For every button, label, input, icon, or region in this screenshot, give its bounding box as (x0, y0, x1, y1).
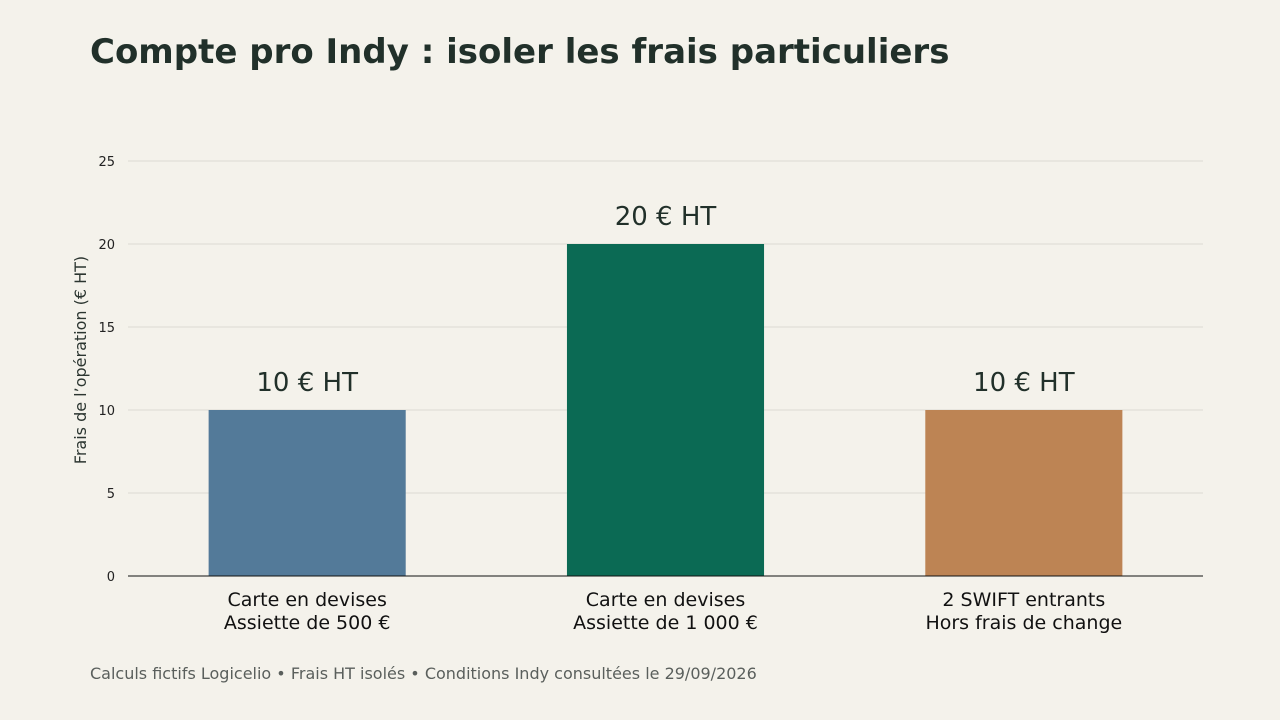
bar-value-label: 20 € HT (615, 202, 717, 232)
bars (208, 244, 1123, 576)
data-labels: 10 € HT 20 € HT 10 € HT (256, 202, 1074, 398)
source-note: Calculs fictifs Logicelio • Frais HT iso… (90, 664, 757, 683)
bar (566, 244, 765, 576)
bar-value-label: 10 € HT (973, 368, 1075, 398)
y-tick-label: 10 (98, 404, 115, 419)
y-tick-label: 20 (98, 238, 115, 253)
page-title: Compte pro Indy : isoler les frais parti… (90, 32, 950, 72)
category-label-line: Carte en devises (227, 589, 386, 611)
category-label-line: Assiette de 500 € (224, 612, 391, 634)
y-tick-label: 0 (107, 570, 115, 585)
category-label: Carte en devises Assiette de 500 € (224, 589, 391, 634)
category-label-line: Assiette de 1 000 € (573, 612, 758, 634)
bar (208, 410, 406, 576)
y-tick-label: 5 (107, 487, 115, 502)
y-tick-label: 25 (98, 155, 115, 170)
category-label: Carte en devises Assiette de 1 000 € (573, 589, 758, 634)
bar (925, 410, 1123, 576)
category-label-line: Hors frais de change (925, 612, 1122, 634)
category-label: 2 SWIFT entrants Hors frais de change (925, 589, 1122, 634)
category-label-line: 2 SWIFT entrants (942, 589, 1105, 611)
y-axis-label: Frais de l’opération (€ HT) (71, 256, 90, 464)
y-axis-ticks: 0 5 10 15 20 25 (98, 155, 115, 585)
bar-value-label: 10 € HT (256, 368, 358, 398)
category-labels: Carte en devises Assiette de 500 €Carte e… (224, 589, 1122, 634)
y-tick-label: 15 (98, 321, 115, 336)
category-label-line: Carte en devises (586, 589, 745, 611)
